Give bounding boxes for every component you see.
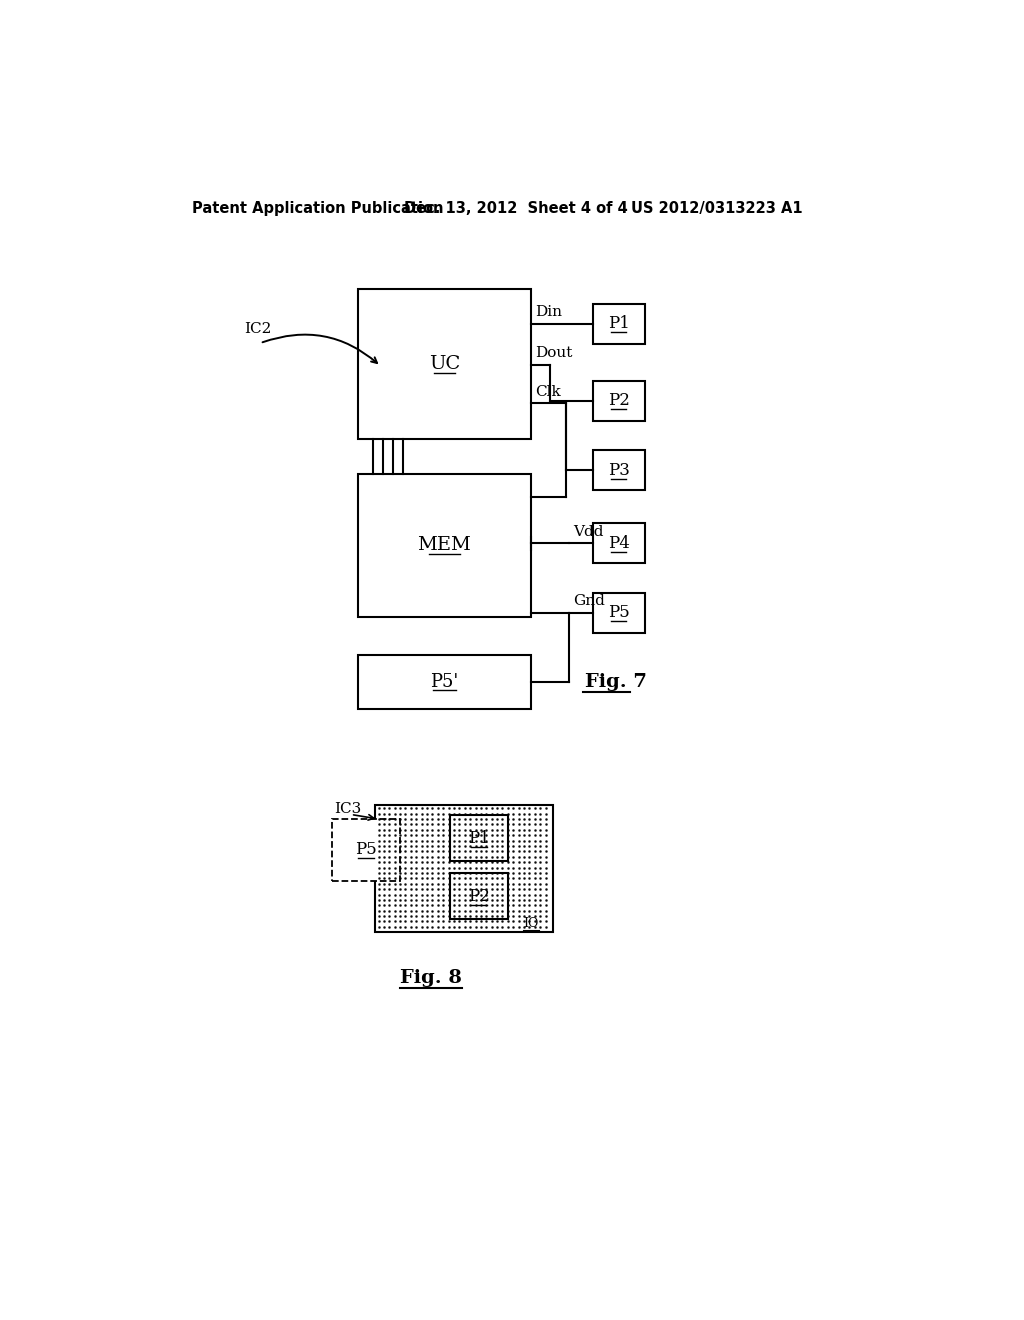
Text: MEM: MEM — [418, 536, 471, 554]
Bar — [451, 873, 508, 919]
Bar — [593, 450, 645, 490]
Text: Gnd: Gnd — [573, 594, 605, 609]
Bar — [333, 818, 400, 880]
Bar — [593, 304, 645, 345]
Text: P5: P5 — [355, 841, 377, 858]
Bar — [376, 805, 553, 932]
Text: Dec. 13, 2012  Sheet 4 of 4: Dec. 13, 2012 Sheet 4 of 4 — [403, 201, 628, 216]
Text: Fig. 7: Fig. 7 — [585, 673, 647, 690]
Text: Patent Application Publication: Patent Application Publication — [193, 201, 443, 216]
Text: UC: UC — [429, 355, 460, 374]
Bar — [451, 816, 508, 862]
Text: Fig. 8: Fig. 8 — [400, 969, 462, 987]
Text: P1: P1 — [608, 315, 630, 333]
Text: Dout: Dout — [535, 346, 572, 360]
Bar — [357, 655, 531, 709]
Bar — [593, 593, 645, 632]
Text: IC2: IC2 — [245, 322, 272, 337]
Text: Clk: Clk — [535, 384, 560, 399]
Text: US 2012/0313223 A1: US 2012/0313223 A1 — [631, 201, 803, 216]
Bar — [593, 381, 645, 421]
Text: P1: P1 — [468, 830, 489, 847]
Text: IC3: IC3 — [334, 803, 361, 816]
Text: Vdd: Vdd — [573, 525, 604, 539]
Text: IO: IO — [523, 916, 539, 929]
Bar — [593, 524, 645, 564]
Text: P5': P5' — [430, 673, 459, 690]
Text: Din: Din — [535, 305, 562, 319]
Text: P2: P2 — [608, 392, 630, 409]
Text: P4: P4 — [608, 535, 630, 552]
Bar — [357, 289, 531, 440]
Text: P5: P5 — [608, 605, 630, 622]
Text: P2: P2 — [468, 887, 489, 904]
Text: P3: P3 — [608, 462, 630, 479]
Bar — [357, 474, 531, 616]
